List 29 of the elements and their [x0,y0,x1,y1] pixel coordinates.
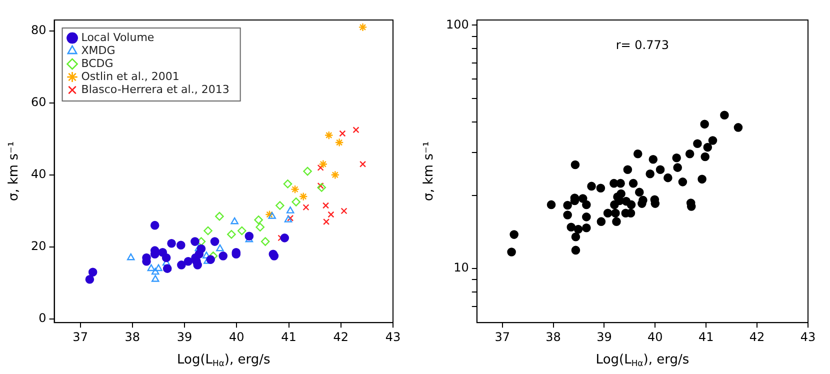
legend-label: XMDG [81,44,116,57]
x-tick-label: 42 [749,330,765,344]
y-tick-label: 60 [30,94,46,109]
x-tick-label: 38 [124,330,140,344]
x-tick-label: 41 [698,330,714,344]
x-tick-label: 40 [229,330,244,344]
y-tick-label: 100 [446,17,469,32]
x-tick-label: 39 [176,330,192,344]
y-tick-label: 40 [30,167,46,182]
legend-label: Blasco-Herrera et al., 2013 [81,82,230,96]
x-tick-label: 43 [800,330,816,344]
y-tick-label: 80 [30,22,46,37]
x-tick-label: 42 [333,330,349,344]
legend-label: Local Volume [81,30,154,44]
y-tick-label: 20 [30,239,46,254]
legend-label: BCDG [81,56,114,70]
y-axis-title: σ, km s⁻¹ [6,141,22,202]
y-tick-label: 10 [454,260,469,275]
x-tick-label: 43 [385,330,401,344]
annotation: r= 0.773 [616,38,670,52]
y-tick-label: 0 [38,311,46,326]
x-tick-label: 37 [72,330,88,344]
x-tick-label: 37 [494,330,510,344]
y-axis-title: σ, km s⁻¹ [421,141,436,202]
x-tick-label: 41 [281,330,296,344]
legend-label: Ostlin et al., 2001 [81,70,180,83]
x-tick-label: 38 [546,330,561,344]
x-tick-label: 39 [596,330,612,344]
x-tick-label: 40 [648,330,663,344]
